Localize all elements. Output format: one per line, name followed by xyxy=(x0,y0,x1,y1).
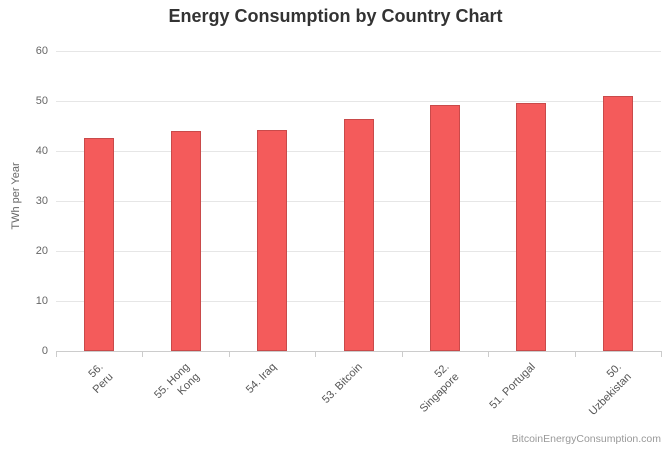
y-axis-tick-label: 0 xyxy=(41,345,48,357)
y-axis-tick-label: 50 xyxy=(35,95,48,107)
x-axis-tick-label: 51. Portugal xyxy=(487,361,538,412)
bar-55-hong-kong[interactable] xyxy=(170,131,201,351)
x-axis-tick xyxy=(142,351,143,357)
x-axis-tick-label: 54. Iraq xyxy=(243,361,279,396)
bar-56-peru[interactable] xyxy=(84,137,115,351)
x-axis-tick xyxy=(402,351,403,357)
x-axis-tick xyxy=(661,351,662,357)
x-axis-tick-label: 53. Bitcoin xyxy=(320,361,365,406)
x-axis-tick xyxy=(229,351,230,357)
x-axis-tick-label: 50. Uzbekistan xyxy=(587,361,635,418)
y-axis-tick-label: 40 xyxy=(35,145,48,157)
bar-54-iraq[interactable] xyxy=(257,130,288,351)
y-axis-labels: 0 10 20 30 40 50 60 xyxy=(0,45,48,357)
y-axis-tick-label: 20 xyxy=(35,245,48,257)
x-axis-tick xyxy=(488,351,489,357)
chart-title: Energy Consumption by Country Chart xyxy=(168,6,503,26)
x-axis-tick xyxy=(56,351,57,357)
x-axis-tick xyxy=(315,351,316,357)
bar-53-bitcoin[interactable] xyxy=(343,119,374,351)
credits-link[interactable]: BitcoinEnergyConsumption.com xyxy=(511,433,661,445)
y-axis-tick-label: 10 xyxy=(35,295,48,307)
bar-51-portugal[interactable] xyxy=(516,103,547,351)
gridline xyxy=(56,101,661,102)
y-axis-tick-label: 60 xyxy=(35,45,48,57)
bar-52-singapore[interactable] xyxy=(429,105,460,351)
x-axis-tick xyxy=(575,351,576,357)
y-axis-tick-label: 30 xyxy=(35,195,48,207)
x-axis-labels: 56. Peru 55. Hong Kong 54. Iraq 53. Bitcoin… xyxy=(56,351,662,431)
plot-area xyxy=(56,51,661,352)
bar-50-uzbekistan[interactable] xyxy=(602,96,633,351)
gridline xyxy=(56,51,661,52)
x-axis-tick-label: 55. Hong Kong xyxy=(152,361,202,402)
x-axis-tick-label: 56. Peru xyxy=(86,361,116,396)
x-axis-tick-label: 52. Singapore xyxy=(417,361,462,415)
